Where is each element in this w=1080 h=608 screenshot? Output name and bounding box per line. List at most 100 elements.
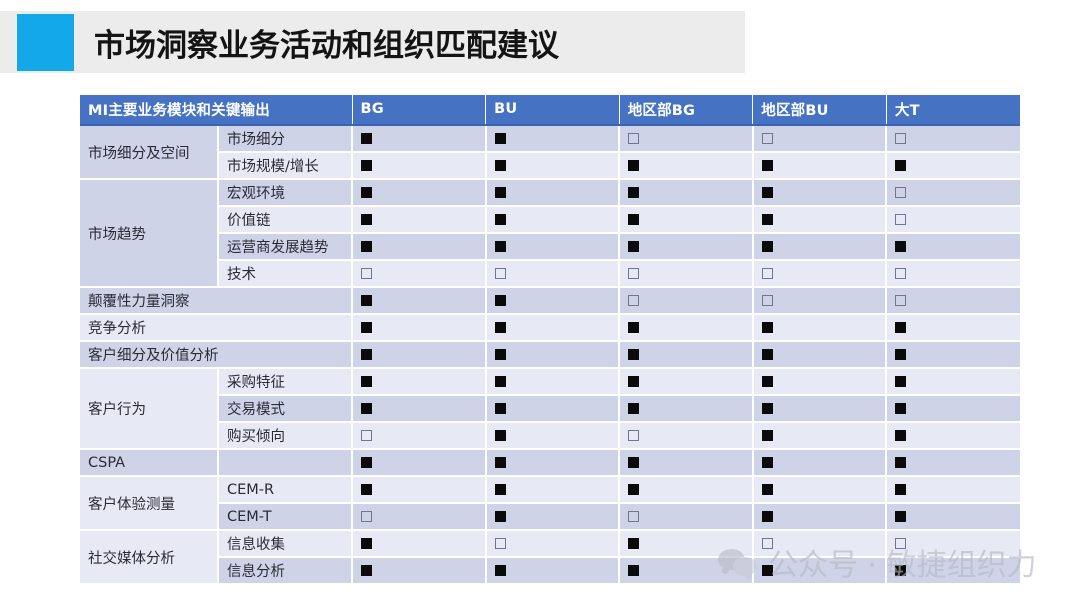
table-row: 客户行为 采购特征 [80, 368, 1020, 450]
matrix-cell-地区部BG [619, 449, 754, 477]
matrix-cell-大T [886, 260, 1020, 288]
matrix-cell-地区部BU [752, 476, 888, 504]
empty-square-icon [761, 295, 773, 306]
filled-square-icon [628, 322, 640, 333]
filled-square-icon [494, 133, 506, 144]
filled-square-icon [361, 241, 372, 252]
filled-square-icon [628, 187, 640, 198]
row-sub-label: 技术 [218, 260, 353, 288]
column-header-bu: BU [485, 95, 620, 126]
row-group-label: 市场趋势 [80, 179, 219, 288]
filled-square-icon [494, 160, 506, 171]
row-sub-label: 信息分析 [218, 557, 353, 585]
filled-square-icon [494, 484, 506, 495]
matrix-cell-BG [352, 233, 487, 261]
filled-square-icon [361, 214, 372, 225]
matrix-cell-BG [352, 179, 487, 207]
row-sub-label: CEM-T [218, 503, 353, 531]
table-header: MI主要业务模块和关键输出 BG BU 地区部BG 地区部BU 大T [80, 95, 1020, 126]
filled-square-icon [494, 187, 506, 198]
filled-square-icon [761, 160, 773, 171]
filled-square-icon [361, 565, 372, 576]
filled-square-icon [361, 322, 372, 333]
table-row: 信息分析 [80, 557, 1020, 585]
matrix-cell-BU [485, 449, 621, 477]
filled-square-icon [761, 430, 773, 441]
matrix-cell-大T [886, 476, 1020, 504]
column-header-region-bg: 地区部BG [619, 95, 754, 126]
row-label-full: 客户细分及价值分析 [80, 341, 353, 369]
matrix-cell-BG [352, 341, 487, 369]
matrix-cell-BG [352, 287, 487, 315]
filled-square-icon [761, 403, 773, 414]
matrix-cell-地区部BU [752, 341, 888, 369]
matrix-cell-地区部BG [619, 557, 754, 585]
empty-square-icon [761, 133, 773, 144]
filled-square-icon [895, 484, 907, 495]
table-body: 市场细分及空间 市场细分 市场规模/增长 市场趋势 宏观环境 价值链 运营商发展趋势 技术 颠覆… [80, 125, 1020, 585]
table-row: 客户体验测量 CEM-R [80, 476, 1020, 531]
row-sub-label: 价值链 [218, 206, 353, 234]
matrix-cell-大T [886, 152, 1020, 180]
filled-square-icon [494, 511, 506, 522]
filled-square-icon [494, 214, 506, 225]
matrix-cell-地区部BU [752, 287, 888, 315]
empty-square-icon [895, 187, 907, 198]
matrix-cell-地区部BU [752, 503, 888, 531]
row-sub-label: CEM-R [218, 476, 353, 504]
matrix-cell-地区部BG [619, 422, 754, 450]
filled-square-icon [761, 511, 773, 522]
row-group-label: CSPA [80, 449, 219, 477]
matrix-cell-BG [352, 368, 487, 396]
matrix-cell-BG [352, 152, 487, 180]
empty-square-icon [494, 268, 506, 279]
matrix-cell-地区部BU [752, 449, 888, 477]
matrix-cell-地区部BU [752, 152, 888, 180]
matrix-cell-地区部BU [752, 314, 888, 342]
table-row: 竞争分析 [80, 314, 1020, 342]
filled-square-icon [361, 484, 372, 495]
empty-square-icon [628, 430, 640, 441]
filled-square-icon [761, 484, 773, 495]
row-group-label: 社交媒体分析 [80, 530, 219, 585]
page-title: 市场洞察业务活动和组织匹配建议 [94, 27, 559, 64]
row-label-full: 竞争分析 [80, 314, 353, 342]
empty-square-icon [628, 133, 640, 144]
matrix-cell-BU [485, 368, 621, 396]
column-header-module: MI主要业务模块和关键输出 [80, 95, 353, 126]
filled-square-icon [494, 565, 506, 576]
filled-square-icon [761, 376, 773, 387]
filled-square-icon [628, 160, 640, 171]
filled-square-icon [761, 565, 773, 576]
matrix-cell-BG [352, 422, 487, 450]
matrix-cell-地区部BG [619, 503, 754, 531]
filled-square-icon [361, 349, 372, 360]
matrix-cell-BG [352, 476, 487, 504]
filled-square-icon [628, 376, 640, 387]
matrix-cell-大T [886, 287, 1020, 315]
matrix-cell-BG [352, 557, 487, 585]
empty-square-icon [761, 538, 773, 549]
slide-title-bar: 市场洞察业务活动和组织匹配建议 [0, 11, 745, 73]
matrix-cell-BG [352, 314, 487, 342]
filled-square-icon [361, 133, 372, 144]
matrix-cell-地区部BG [619, 341, 754, 369]
filled-square-icon [895, 160, 907, 171]
empty-square-icon [494, 538, 506, 549]
matrix-cell-BG [352, 503, 487, 531]
filled-square-icon [494, 295, 506, 306]
matrix-cell-地区部BU [752, 206, 888, 234]
matrix-cell-BU [485, 206, 621, 234]
matrix-cell-BG [352, 449, 487, 477]
matrix-cell-地区部BU [752, 233, 888, 261]
column-header-big-t: 大T [886, 95, 1020, 126]
matrix-cell-BG [352, 125, 487, 153]
matrix-cell-大T [886, 233, 1020, 261]
header-row: MI主要业务模块和关键输出 BG BU 地区部BG 地区部BU 大T [80, 95, 1020, 126]
matrix-cell-BU [485, 260, 621, 288]
filled-square-icon [361, 457, 372, 468]
matrix-cell-大T [886, 368, 1020, 396]
matrix-cell-BU [485, 314, 621, 342]
empty-square-icon [628, 511, 640, 522]
filled-square-icon [361, 376, 372, 387]
